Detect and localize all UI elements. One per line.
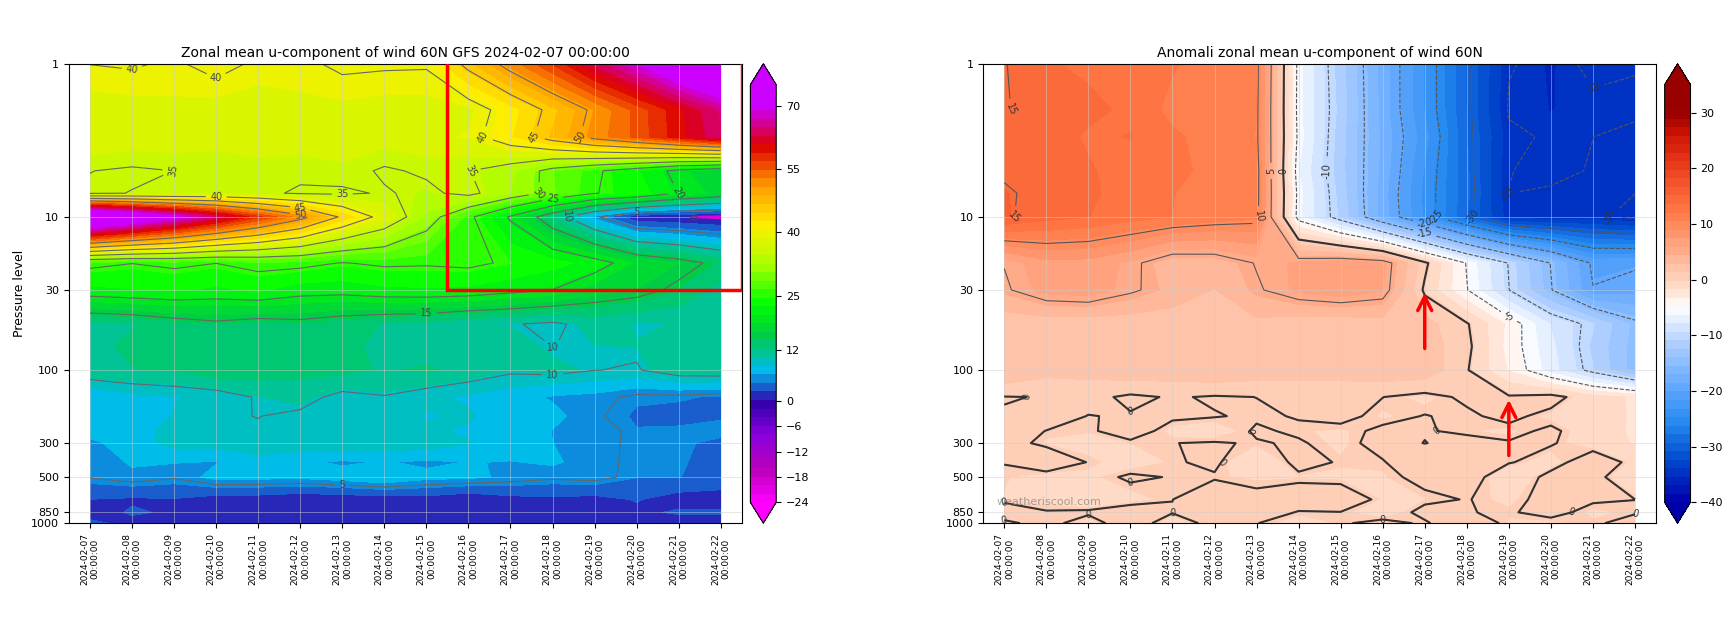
Text: 0: 0	[1380, 514, 1385, 524]
Text: 0: 0	[1630, 508, 1639, 520]
Text: 15: 15	[1007, 209, 1023, 225]
Text: 40: 40	[210, 73, 223, 84]
Text: 45: 45	[293, 202, 307, 214]
Text: 0: 0	[1568, 507, 1577, 518]
Text: -35: -35	[1603, 208, 1618, 226]
Y-axis label: Pressure level: Pressure level	[12, 250, 26, 337]
Text: -10: -10	[1321, 163, 1332, 179]
Title: Anomali zonal mean u-component of wind 60N: Anomali zonal mean u-component of wind 6…	[1157, 46, 1482, 60]
Text: -30: -30	[1465, 207, 1482, 226]
Text: 0: 0	[1126, 477, 1133, 488]
PathPatch shape	[750, 64, 776, 85]
Text: 40: 40	[126, 64, 138, 75]
Text: 50: 50	[293, 209, 307, 221]
Text: 0: 0	[1216, 457, 1226, 468]
Text: 0: 0	[1000, 515, 1007, 526]
Text: 0: 0	[1278, 168, 1289, 174]
Text: 15: 15	[419, 308, 433, 319]
Text: 40: 40	[476, 129, 490, 145]
Text: -35: -35	[1499, 184, 1518, 202]
Text: 40: 40	[210, 191, 223, 202]
Text: 0: 0	[1244, 428, 1254, 434]
Text: 5: 5	[1266, 168, 1276, 174]
Text: 10: 10	[547, 369, 559, 380]
Text: weatheriscool.com: weatheriscool.com	[997, 497, 1102, 507]
Text: 0: 0	[1021, 393, 1032, 401]
Text: 35: 35	[167, 164, 179, 178]
Text: -5: -5	[1502, 310, 1516, 323]
Text: 5: 5	[340, 480, 345, 490]
Bar	[447, 57, 742, 290]
Text: -35: -35	[1584, 80, 1603, 96]
Text: 35: 35	[336, 189, 348, 199]
PathPatch shape	[1665, 64, 1690, 85]
Text: 10: 10	[547, 341, 559, 353]
Text: 0: 0	[1126, 406, 1133, 417]
Text: -25: -25	[1427, 207, 1446, 226]
Text: 20: 20	[671, 186, 685, 201]
Text: -20: -20	[1416, 217, 1433, 230]
Text: 15: 15	[1004, 102, 1018, 117]
Text: 0: 0	[1170, 508, 1176, 519]
PathPatch shape	[750, 502, 776, 523]
Text: 25: 25	[545, 193, 559, 205]
Text: 30: 30	[531, 185, 547, 201]
Text: 10: 10	[1252, 210, 1264, 224]
Text: 50: 50	[573, 129, 588, 145]
Text: 45: 45	[526, 129, 542, 145]
Text: 5: 5	[633, 207, 640, 218]
Text: 0: 0	[1000, 498, 1007, 508]
Text: 10: 10	[561, 211, 573, 223]
Text: -15: -15	[1416, 226, 1433, 240]
Text: 35: 35	[462, 163, 478, 179]
Title: Zonal mean u-component of wind 60N GFS 2024-02-07 00:00:00: Zonal mean u-component of wind 60N GFS 2…	[181, 46, 630, 60]
Text: 0: 0	[687, 214, 697, 220]
Text: 0: 0	[1085, 510, 1092, 520]
Text: 0: 0	[1432, 425, 1442, 437]
PathPatch shape	[1665, 502, 1690, 523]
